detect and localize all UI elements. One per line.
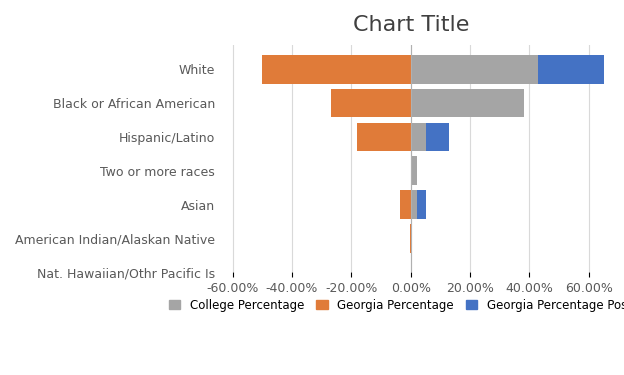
Bar: [417, 190, 426, 219]
Bar: [411, 123, 426, 151]
Bar: [411, 88, 524, 117]
Bar: [411, 190, 417, 219]
Bar: [358, 123, 411, 151]
Bar: [331, 88, 411, 117]
Bar: [411, 156, 417, 185]
Bar: [426, 123, 449, 151]
Bar: [410, 224, 411, 253]
Bar: [411, 55, 539, 84]
Bar: [401, 190, 411, 219]
Title: Chart Title: Chart Title: [353, 15, 469, 35]
Bar: [262, 55, 411, 84]
Bar: [539, 55, 624, 84]
Bar: [411, 224, 412, 253]
Legend: College Percentage, Georgia Percentage, Georgia Percentage Positive: College Percentage, Georgia Percentage, …: [164, 294, 624, 316]
